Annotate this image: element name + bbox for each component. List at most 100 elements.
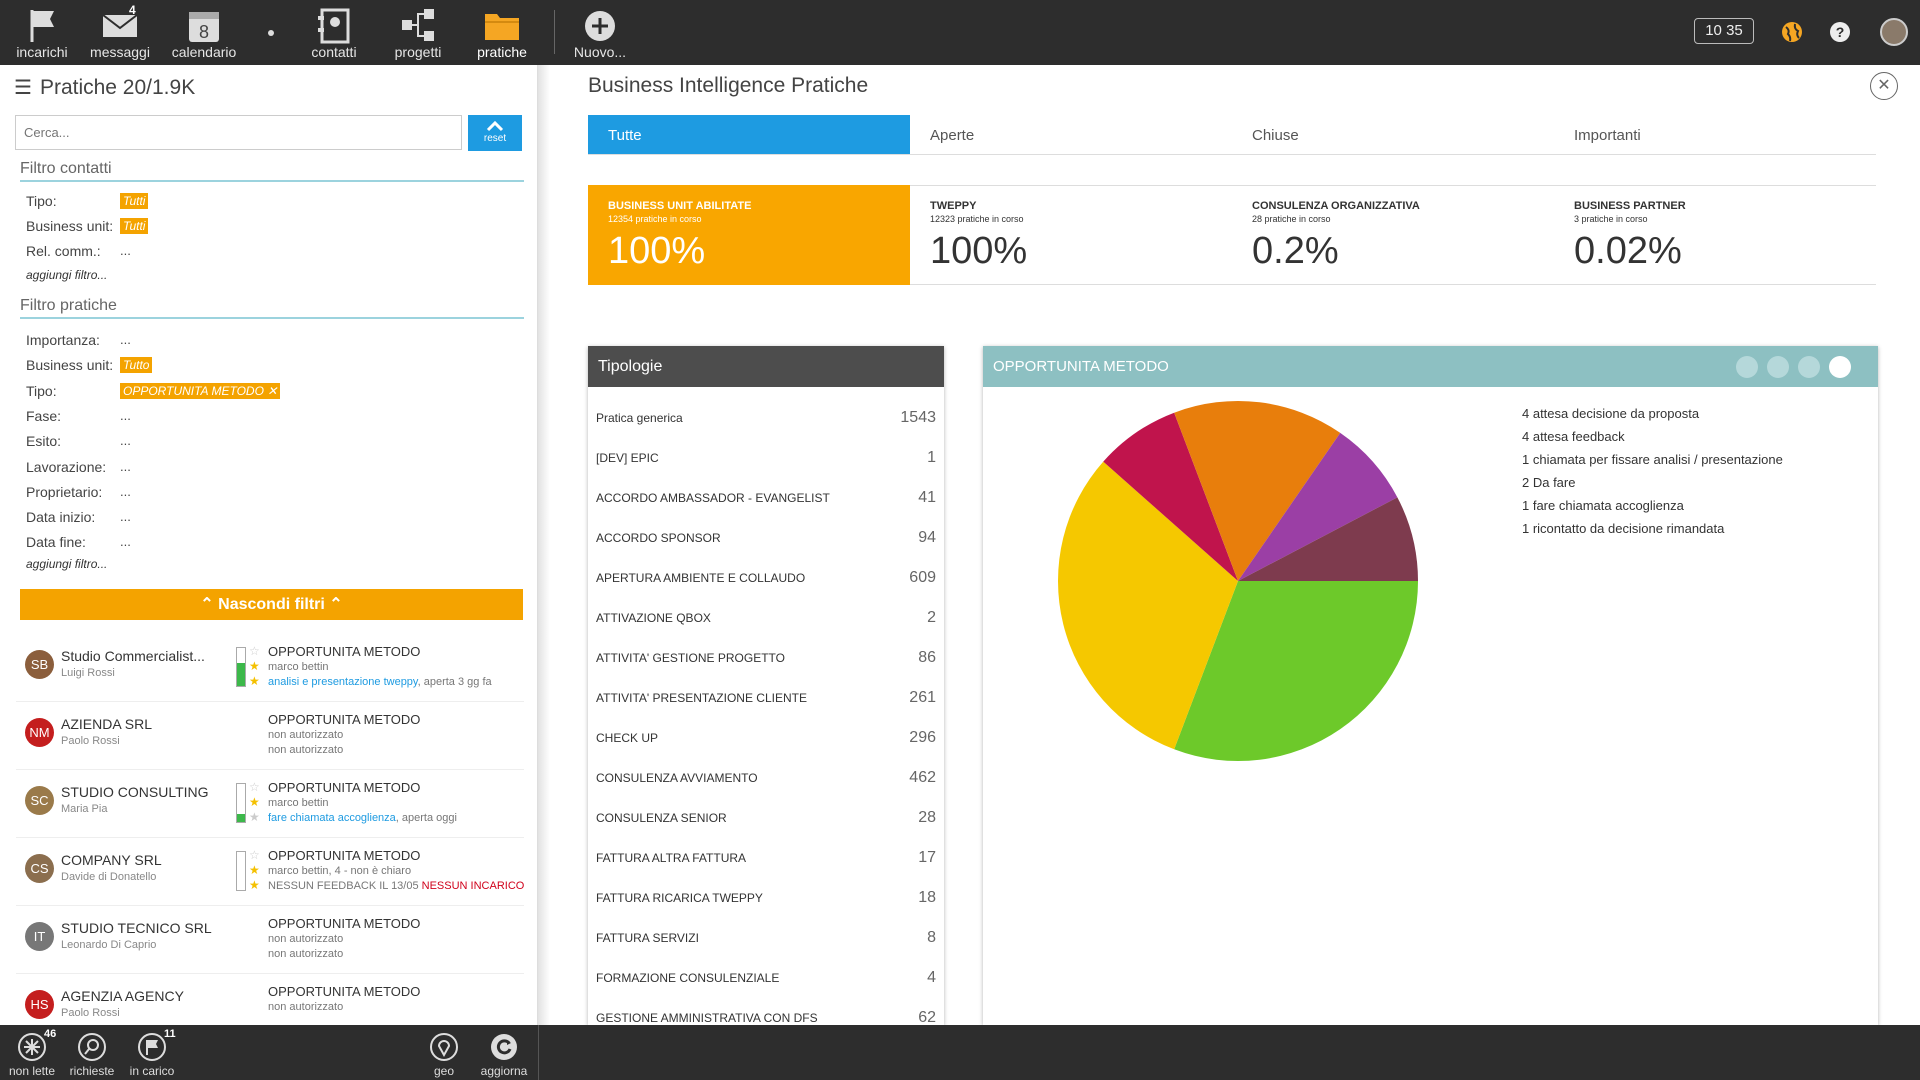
- filter-value[interactable]: Tutti: [120, 218, 149, 234]
- tipologia-row[interactable]: CONSULENZA AVVIAMENTO 462: [588, 757, 944, 797]
- bottom-aggiorna[interactable]: aggiorna: [474, 1025, 534, 1080]
- toolbar-calendario[interactable]: 8 calendario: [162, 0, 246, 65]
- user-avatar[interactable]: [1880, 18, 1908, 46]
- tab-aperte[interactable]: Aperte: [910, 115, 1232, 155]
- filter-value-text[interactable]: ...: [120, 534, 131, 550]
- filter-value[interactable]: ...: [120, 433, 131, 448]
- bottom-geo[interactable]: geo: [414, 1025, 474, 1080]
- filter-value-text[interactable]: ...: [120, 483, 131, 499]
- filter-value-text[interactable]: ...: [120, 458, 131, 474]
- star-rating[interactable]: ☆ ★ ★: [249, 780, 260, 825]
- toolbar-progetti[interactable]: progetti: [376, 0, 460, 65]
- tipologia-row[interactable]: FATTURA ALTRA FATTURA 17: [588, 837, 944, 877]
- help-icon[interactable]: ?: [1829, 21, 1851, 43]
- kpi-business-partner[interactable]: BUSINESS PARTNER 3 pratiche in corso 0.0…: [1554, 185, 1876, 285]
- kpi-tweppy[interactable]: TWEPPY 12323 pratiche in corso 100%: [910, 185, 1232, 285]
- star-icon[interactable]: ★: [249, 878, 260, 892]
- filter-value[interactable]: ...: [120, 459, 131, 474]
- pie-slice-fare-chiamata-accoglienza[interactable]: [1103, 412, 1238, 581]
- tipologia-row[interactable]: ATTIVITA' PRESENTAZIONE CLIENTE 261: [588, 677, 944, 717]
- add-pratica-filter-link[interactable]: aggiungi filtro...: [26, 557, 108, 571]
- filter-value-text[interactable]: ...: [120, 332, 131, 347]
- toolbar-contatti[interactable]: contatti: [292, 0, 376, 65]
- kpi-consulenza-organizzativa[interactable]: CONSULENZA ORGANIZZATIVA 28 pratiche in …: [1232, 185, 1554, 285]
- filter-value[interactable]: ...: [120, 243, 131, 258]
- toolbar-incarichi[interactable]: incarichi: [0, 0, 84, 65]
- toolbar-messaggi[interactable]: 4 messaggi: [78, 0, 162, 65]
- tipologia-row[interactable]: ACCORDO AMBASSADOR - EVANGELIST 41: [588, 477, 944, 517]
- star-icon[interactable]: ★: [249, 795, 260, 809]
- filter-value[interactable]: ...: [120, 534, 131, 549]
- star-rating[interactable]: ☆ ★ ★: [249, 848, 260, 893]
- bottom-richieste[interactable]: richieste: [62, 1025, 122, 1080]
- tipologia-row[interactable]: CONSULENZA SENIOR 28: [588, 797, 944, 837]
- filter-tag[interactable]: Tutti: [120, 193, 149, 209]
- filter-value[interactable]: Tutto: [120, 357, 153, 374]
- menu-icon[interactable]: ☰: [14, 77, 32, 99]
- filter-value[interactable]: ...: [120, 332, 131, 347]
- star-icon[interactable]: ★: [249, 659, 260, 673]
- pratica-row[interactable]: HS AGENZIA AGENCY Paolo Rossi OPPORTUNITA M…: [16, 974, 524, 1025]
- tipologia-row[interactable]: Pratica generica 1543: [588, 397, 944, 437]
- pie-slice-da-fare[interactable]: [1174, 401, 1341, 581]
- tipologia-row[interactable]: CHECK UP 296: [588, 717, 944, 757]
- tipologia-row[interactable]: APERTURA AMBIENTE E COLLAUDO 609: [588, 557, 944, 597]
- tipologia-row[interactable]: [DEV] EPIC 1: [588, 437, 944, 477]
- pratica-row[interactable]: IT STUDIO TECNICO SRL Leonardo Di Caprio OP…: [16, 906, 524, 974]
- flag-icon[interactable]: [1829, 356, 1851, 378]
- filter-value[interactable]: ...: [120, 408, 131, 423]
- add-contact-filter-link[interactable]: aggiungi filtro...: [26, 268, 108, 282]
- tipologia-row[interactable]: FATTURA SERVIZI 8: [588, 917, 944, 957]
- tab-importanti[interactable]: Importanti: [1554, 115, 1876, 155]
- filter-tag[interactable]: Tutti: [120, 218, 149, 234]
- star-icon[interactable]: ☆: [249, 780, 260, 794]
- pratica-phase-link[interactable]: analisi e presentazione tweppy: [268, 676, 418, 688]
- star-icon[interactable]: ★: [249, 863, 260, 877]
- hide-filters-button[interactable]: ⌃ Nascondi filtri ⌃: [20, 589, 523, 620]
- reset-button[interactable]: reset: [468, 115, 522, 151]
- filter-value-text[interactable]: ...: [120, 407, 131, 423]
- tab-tutte[interactable]: Tutte: [588, 115, 910, 155]
- tab-chiuse[interactable]: Chiuse: [1232, 115, 1554, 155]
- tipologia-row[interactable]: GESTIONE AMMINISTRATIVA CON DFS 62: [588, 997, 944, 1025]
- toolbar-pratiche[interactable]: pratiche: [460, 0, 544, 65]
- pie-slice-attesa-feedback[interactable]: [1174, 581, 1418, 761]
- close-icon[interactable]: ✕: [1870, 72, 1898, 100]
- pratica-row[interactable]: SB Studio Commercialist... Luigi Rossi ☆ ★ ★ O…: [16, 634, 524, 702]
- kpi-business-unit-abilitate[interactable]: BUSINESS UNIT ABILITATE 12354 pratiche i…: [588, 185, 910, 285]
- tipologia-row[interactable]: ATTIVITA' GESTIONE PROGETTO 86: [588, 637, 944, 677]
- filter-value[interactable]: OPPORTUNITA METODO ✕: [120, 382, 281, 399]
- globe-icon[interactable]: [1781, 21, 1803, 43]
- filter-value[interactable]: Tutti: [120, 193, 149, 209]
- pie-slice-chiamata-per-fissare-analisi-presentazione[interactable]: [1238, 497, 1418, 581]
- pratica-row[interactable]: SC STUDIO CONSULTING Maria Pia ☆ ★ ★ OPPORTUNI…: [16, 770, 524, 838]
- filter-tag[interactable]: Tutto: [120, 357, 153, 374]
- pie-slice-ricontatto-da-decisione-rimandata[interactable]: [1238, 432, 1398, 581]
- tipologia-row[interactable]: ACCORDO SPONSOR 94: [588, 517, 944, 557]
- star-icon[interactable]: ☆: [249, 644, 260, 658]
- filter-value[interactable]: ...: [120, 509, 131, 524]
- filter-value-text[interactable]: ...: [120, 433, 131, 449]
- toolbar-nuovo[interactable]: Nuovo...: [558, 0, 642, 65]
- filter-value[interactable]: ...: [120, 484, 131, 499]
- check-icon[interactable]: [1798, 356, 1820, 378]
- bottom-in-carico[interactable]: 11 in carico: [122, 1025, 182, 1080]
- user-icon[interactable]: [1767, 356, 1789, 378]
- filter-tag[interactable]: OPPORTUNITA METODO ✕: [120, 382, 281, 399]
- bottom-non-lette[interactable]: 46 non lette: [2, 1025, 62, 1080]
- star-icon[interactable]: ★: [249, 674, 260, 688]
- filter-value-text[interactable]: ...: [120, 509, 131, 525]
- pratica-row[interactable]: CS COMPANY SRL Davide di Donatello ☆ ★ ★ OPPOR…: [16, 838, 524, 906]
- tipologia-row[interactable]: FATTURA RICARICA TWEPPY 18: [588, 877, 944, 917]
- star-icon[interactable]: ☆: [249, 848, 260, 862]
- handshake-icon[interactable]: [1736, 356, 1758, 378]
- tipologia-row[interactable]: ATTIVAZIONE QBOX 2: [588, 597, 944, 637]
- star-icon[interactable]: ★: [249, 810, 260, 824]
- pie-slice-attesa-decisione-da-proposta[interactable]: [1058, 461, 1238, 750]
- tipologia-row[interactable]: FORMAZIONE CONSULENZIALE 4: [588, 957, 944, 997]
- pratica-phase-link[interactable]: fare chiamata accoglienza: [268, 812, 396, 824]
- pratica-row[interactable]: NM AZIENDA SRL Paolo Rossi OPPORTUNITA METO…: [16, 702, 524, 770]
- search-input[interactable]: [15, 115, 462, 150]
- star-rating[interactable]: ☆ ★ ★: [249, 644, 260, 689]
- filter-value-text[interactable]: ...: [120, 243, 131, 258]
